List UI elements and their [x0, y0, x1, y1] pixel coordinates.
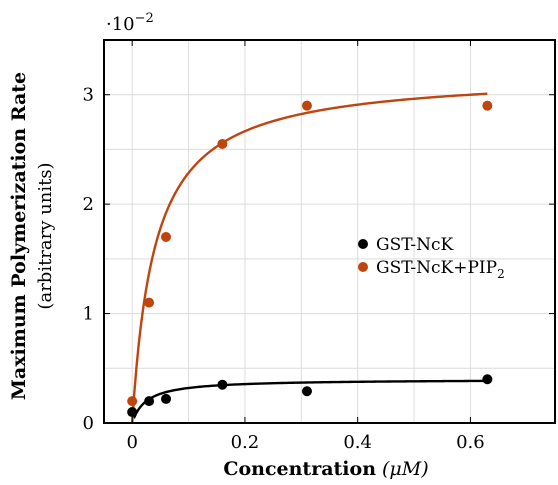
data-point-series-1: [144, 297, 155, 308]
fit-curve-series-0: [132, 379, 488, 419]
x-tick-label: 0.4: [343, 432, 372, 453]
y-tick-label: 3: [83, 85, 94, 106]
x-axis-label: Concentration (μM): [223, 458, 428, 480]
data-point-series-0: [161, 393, 172, 404]
data-point-series-0: [217, 379, 228, 390]
legend: GST-NcK GST-NcK+PIP2: [358, 235, 505, 281]
axis-ticks: 0 0.2 0.4 0.6 0 1 2 3: [83, 40, 555, 453]
grid-lines: [104, 40, 555, 424]
fit-curves: [130, 92, 488, 424]
data-point-series-1: [301, 100, 312, 111]
plot-frame: [103, 39, 556, 424]
data-point-series-1: [482, 100, 493, 111]
x-tick-label: 0.2: [231, 432, 260, 453]
data-point-series-0: [144, 396, 155, 407]
fit-curve-series-1: [130, 92, 488, 424]
legend-label-gst-nck: GST-NcK: [376, 235, 454, 255]
data-point-series-1: [127, 396, 138, 407]
x-tick-label: 0.6: [456, 432, 485, 453]
y-tick-label: 0: [83, 413, 94, 434]
y-tick-label: 1: [83, 304, 94, 325]
data-point-series-0: [301, 386, 312, 397]
legend-label-gst-nck-pip2: GST-NcK+PIP2: [376, 258, 505, 281]
y-tick-label: 2: [83, 194, 94, 215]
data-point-series-1: [217, 138, 228, 149]
y-axis-multiplier: ·10−2: [106, 11, 154, 35]
legend-marker-gst-nck: [358, 239, 368, 249]
legend-marker-gst-nck-pip2: [358, 262, 368, 272]
y-axis-label: Maximum Polymerization Rate: [8, 72, 30, 400]
data-points: [127, 100, 493, 418]
data-point-series-1: [161, 231, 172, 242]
data-point-series-0: [482, 374, 493, 385]
x-tick-label: 0: [126, 432, 137, 453]
data-point-series-0: [127, 407, 138, 418]
y-axis-sublabel: (arbitrary units): [35, 162, 56, 309]
